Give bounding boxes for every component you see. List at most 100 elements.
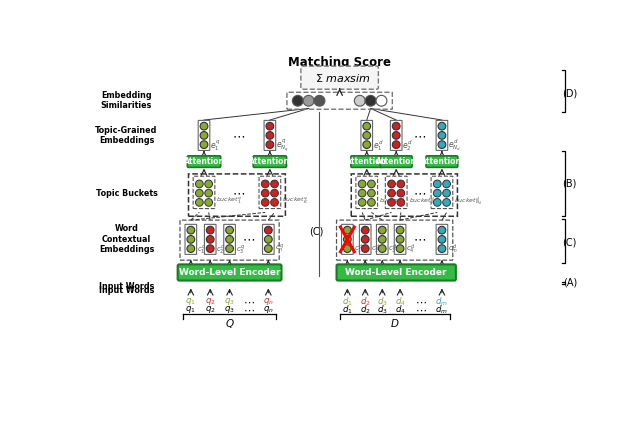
Text: $e_1^d$: $e_1^d$ (373, 138, 383, 153)
Circle shape (195, 199, 204, 206)
Text: $d_4$: $d_4$ (395, 296, 406, 308)
Circle shape (206, 226, 214, 234)
Text: $e_{N_q}^q$: $e_{N_q}^q$ (276, 137, 289, 154)
Circle shape (195, 180, 204, 188)
Circle shape (438, 122, 446, 130)
FancyBboxPatch shape (253, 156, 287, 167)
Circle shape (388, 199, 396, 206)
Circle shape (378, 245, 386, 252)
Circle shape (397, 189, 404, 197)
Circle shape (261, 180, 269, 188)
Circle shape (397, 199, 404, 206)
Text: Attention: Attention (184, 157, 225, 166)
Text: $\cdots$: $\cdots$ (413, 233, 426, 246)
Text: $\cdots$: $\cdots$ (243, 233, 255, 246)
Circle shape (355, 95, 365, 106)
Text: Attention: Attention (421, 157, 463, 166)
Text: $d_3$: $d_3$ (377, 296, 388, 308)
Circle shape (367, 180, 375, 188)
Circle shape (438, 132, 446, 139)
Text: $c_2^d$: $c_2^d$ (371, 243, 381, 256)
Text: $c_3^q$: $c_3^q$ (236, 243, 245, 256)
Text: $q_3$: $q_3$ (224, 304, 235, 315)
Circle shape (367, 199, 375, 206)
Circle shape (388, 189, 396, 197)
Circle shape (392, 132, 400, 139)
Circle shape (344, 226, 351, 234)
Text: $q_1$: $q_1$ (186, 296, 196, 307)
Text: Word-Level Encoder: Word-Level Encoder (346, 268, 447, 277)
Circle shape (443, 189, 451, 197)
FancyBboxPatch shape (380, 156, 412, 167)
Text: $\cdots$: $\cdots$ (243, 305, 255, 314)
Text: Input Words: Input Words (99, 286, 154, 295)
FancyBboxPatch shape (426, 156, 458, 167)
Circle shape (396, 245, 404, 252)
Circle shape (358, 180, 366, 188)
Text: $c_3^d$: $c_3^d$ (388, 243, 397, 256)
Text: $\cdots$: $\cdots$ (413, 187, 426, 199)
Circle shape (266, 141, 274, 148)
Text: $q_2$: $q_2$ (205, 296, 216, 307)
Circle shape (392, 141, 400, 148)
Text: $d_2$: $d_2$ (360, 303, 371, 316)
Text: $c_n^q$: $c_n^q$ (275, 243, 284, 255)
Text: Attention: Attention (346, 157, 387, 166)
Text: $c_2^q$: $c_2^q$ (216, 243, 225, 256)
Circle shape (200, 122, 208, 130)
Circle shape (200, 141, 208, 148)
Circle shape (362, 226, 369, 234)
Circle shape (205, 189, 212, 197)
Circle shape (271, 199, 278, 206)
Text: (D): (D) (562, 88, 577, 98)
Text: $\cdots$: $\cdots$ (415, 305, 427, 314)
Text: (B): (B) (563, 178, 577, 188)
Text: Input Words: Input Words (99, 282, 154, 291)
Text: $e_1^q$: $e_1^q$ (210, 138, 221, 153)
Text: $q_n$: $q_n$ (263, 296, 274, 307)
Circle shape (392, 122, 400, 130)
Circle shape (271, 189, 278, 197)
Circle shape (438, 141, 446, 148)
Circle shape (365, 95, 376, 106)
Text: Embedding
Similarities: Embedding Similarities (101, 91, 152, 110)
Text: Attention: Attention (376, 157, 417, 166)
Text: Attention: Attention (250, 157, 291, 166)
Text: $d_2$: $d_2$ (360, 296, 371, 308)
Text: $e_{N_d}^d$: $e_{N_d}^d$ (448, 137, 461, 154)
Circle shape (363, 132, 371, 139)
Text: $bucket_{N_d}^d$: $bucket_{N_d}^d$ (454, 195, 483, 207)
Circle shape (226, 236, 234, 243)
Circle shape (433, 199, 441, 206)
Text: $\cdots$: $\cdots$ (413, 129, 426, 142)
Circle shape (396, 236, 404, 243)
Text: $q_2$: $q_2$ (205, 304, 216, 315)
Circle shape (388, 180, 396, 188)
Circle shape (205, 180, 212, 188)
FancyBboxPatch shape (337, 264, 456, 281)
Circle shape (443, 199, 451, 206)
Text: $q_1$: $q_1$ (186, 304, 196, 315)
Circle shape (271, 180, 278, 188)
Circle shape (438, 236, 446, 243)
Text: $d_1$: $d_1$ (342, 303, 353, 316)
Text: $bucket_1^d$: $bucket_1^d$ (379, 196, 406, 206)
Circle shape (378, 236, 386, 243)
Circle shape (187, 236, 195, 243)
Text: $e_2^d$: $e_2^d$ (403, 138, 413, 153)
Circle shape (363, 122, 371, 130)
Text: Word
Contextual
Embeddings: Word Contextual Embeddings (99, 224, 154, 254)
Text: $c_1^q$: $c_1^q$ (197, 243, 206, 256)
Text: $d_4$: $d_4$ (395, 303, 406, 316)
Circle shape (266, 122, 274, 130)
Circle shape (378, 226, 386, 234)
Circle shape (443, 180, 451, 188)
Text: $c_1^d$: $c_1^d$ (353, 243, 363, 256)
Text: (C): (C) (563, 237, 577, 248)
Circle shape (226, 245, 234, 252)
Circle shape (397, 180, 404, 188)
Text: $\cdots$: $\cdots$ (232, 129, 245, 142)
Circle shape (358, 199, 366, 206)
Text: $bucket_K^q$: $bucket_K^q$ (282, 196, 308, 206)
Circle shape (433, 189, 441, 197)
